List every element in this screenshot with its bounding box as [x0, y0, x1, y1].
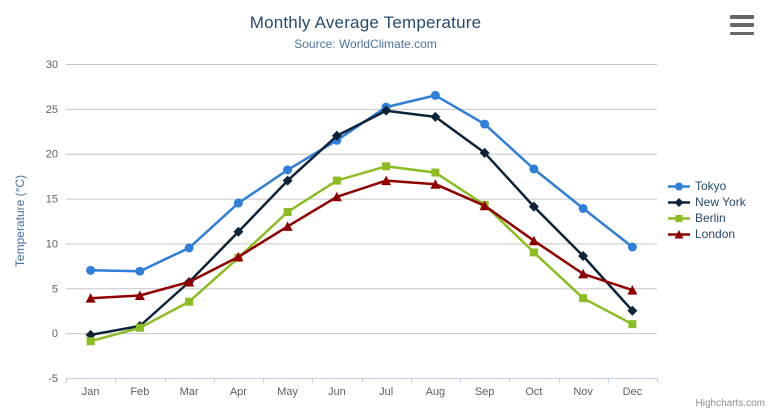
series-line-tokyo	[89, 94, 634, 273]
legend-symbol-marker	[674, 197, 684, 207]
legend-marker-triangle-icon	[668, 229, 690, 238]
legend-marker-diamond-icon	[668, 197, 690, 207]
data-point-berlin[interactable]	[135, 323, 144, 332]
credits-link[interactable]: Highcharts.com	[695, 398, 765, 409]
export-menu-button[interactable]	[730, 13, 755, 37]
data-point-london[interactable]	[331, 191, 342, 202]
legend-label: Tokyo	[695, 179, 727, 193]
data-point-berlin[interactable]	[529, 248, 538, 257]
x-axis-label: Oct	[525, 386, 542, 398]
data-point-london[interactable]	[134, 290, 145, 300]
series-line-new-york	[89, 109, 634, 337]
data-point-london[interactable]	[479, 200, 490, 211]
legend-symbol-marker	[675, 182, 683, 190]
data-point-london[interactable]	[381, 175, 392, 186]
data-point-berlin[interactable]	[86, 337, 95, 346]
data-point-london[interactable]	[430, 179, 441, 189]
y-axis-label: 30	[46, 59, 58, 71]
data-point-berlin[interactable]	[332, 176, 341, 185]
y-axis-label: 5	[52, 283, 58, 295]
data-point-london[interactable]	[184, 277, 195, 287]
data-point-new-york[interactable]	[578, 250, 589, 261]
x-axis-label: May	[277, 386, 298, 398]
data-point-tokyo[interactable]	[529, 164, 539, 174]
data-point-london[interactable]	[85, 293, 96, 303]
x-axis-label: Sep	[475, 386, 495, 398]
data-point-tokyo[interactable]	[233, 198, 243, 208]
data-point-london[interactable]	[528, 235, 539, 246]
data-point-tokyo[interactable]	[627, 242, 637, 252]
data-point-new-york[interactable]	[381, 105, 392, 116]
y-axis-label: 0	[52, 328, 58, 340]
y-axis-label: -5	[48, 373, 58, 385]
hamburger-icon	[730, 31, 754, 35]
legend-marker-circle-icon	[668, 182, 690, 190]
x-axis-label: Nov	[573, 386, 593, 398]
legend-item-new-york[interactable]: New York	[668, 194, 746, 210]
data-point-tokyo[interactable]	[184, 243, 194, 253]
data-point-new-york[interactable]	[528, 201, 539, 212]
legend: Tokyo New York Berlin London	[668, 178, 746, 242]
data-point-new-york[interactable]	[282, 175, 293, 186]
legend-symbol-marker	[675, 214, 683, 222]
data-point-tokyo[interactable]	[430, 90, 440, 100]
y-axis-label: 10	[46, 238, 58, 250]
data-point-london[interactable]	[578, 268, 589, 279]
legend-item-tokyo[interactable]: Tokyo	[668, 178, 746, 194]
y-axis-label: 20	[46, 149, 58, 161]
data-point-tokyo[interactable]	[578, 203, 588, 213]
legend-label: New York	[695, 195, 746, 209]
x-axis-label: Mar	[180, 386, 199, 398]
data-point-new-york[interactable]	[479, 147, 490, 158]
x-axis-label: Apr	[230, 386, 247, 398]
x-axis-label: Jun	[328, 386, 346, 398]
y-axis-title: Temperature (°C)	[13, 175, 27, 267]
hamburger-icon	[730, 15, 754, 19]
x-axis-label: Jul	[379, 386, 393, 398]
data-point-new-york[interactable]	[331, 130, 342, 141]
y-axis-label: 25	[46, 104, 58, 116]
y-axis-label: 15	[46, 194, 58, 206]
legend-label: Berlin	[695, 211, 726, 225]
data-point-berlin[interactable]	[185, 297, 194, 306]
x-axis-label: Jan	[82, 386, 100, 398]
series-line-berlin	[89, 165, 634, 343]
x-axis-label: Dec	[623, 386, 643, 398]
x-axis-label: Aug	[426, 386, 446, 398]
data-point-berlin[interactable]	[628, 320, 637, 329]
data-point-berlin[interactable]	[431, 168, 440, 177]
data-point-tokyo[interactable]	[86, 265, 96, 275]
x-axis-label: Feb	[130, 386, 149, 398]
data-point-berlin[interactable]	[283, 208, 292, 217]
data-point-new-york[interactable]	[430, 111, 441, 122]
legend-marker-square-icon	[668, 214, 690, 222]
chart-title: Monthly Average Temperature	[249, 13, 482, 32]
chart-subtitle: Source: WorldClimate.com	[294, 37, 437, 51]
legend-symbol-marker	[674, 229, 684, 238]
legend-item-berlin[interactable]: Berlin	[668, 210, 746, 226]
data-point-tokyo[interactable]	[480, 119, 490, 129]
data-point-london[interactable]	[627, 285, 638, 295]
legend-label: London	[695, 227, 736, 241]
hamburger-icon	[730, 23, 754, 27]
data-point-new-york[interactable]	[233, 226, 244, 237]
data-point-london[interactable]	[282, 221, 293, 231]
legend-item-london[interactable]: London	[668, 226, 746, 242]
data-point-tokyo[interactable]	[135, 266, 145, 276]
data-point-new-york[interactable]	[627, 305, 638, 316]
data-point-tokyo[interactable]	[283, 165, 293, 175]
data-point-london[interactable]	[233, 251, 244, 262]
data-point-berlin[interactable]	[579, 294, 588, 303]
data-point-berlin[interactable]	[382, 162, 391, 171]
series-line-london	[89, 179, 634, 300]
